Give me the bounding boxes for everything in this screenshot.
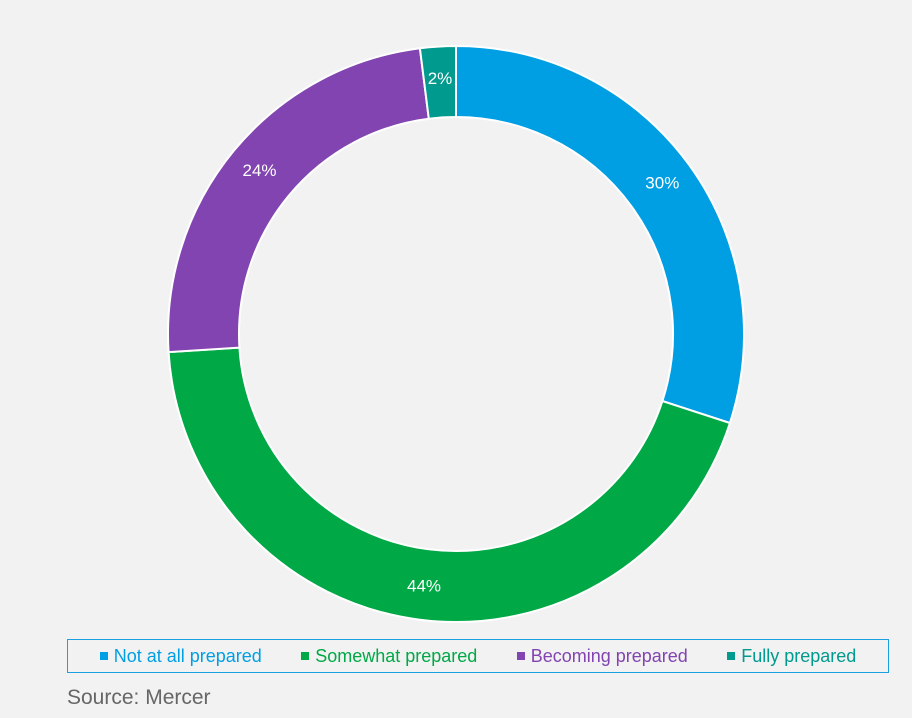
source-note: Source: Mercer [67,686,211,709]
legend-swatch [516,652,525,660]
legend-swatch [99,652,108,660]
legend-label: Not at all prepared [113,645,262,666]
donut-chart: 30% 44% 24% 2% [167,44,745,623]
donut-slice-not-at-all-prepared [455,44,745,425]
slice-value-label: 30% [645,174,679,193]
chart-legend: Not at all prepared Somewhat prepared Be… [67,639,889,673]
legend-label: Fully prepared [741,645,857,666]
legend-swatch [727,652,736,660]
slice-value-label: 24% [243,161,277,180]
legend-swatch [301,652,310,660]
legend-item-not-at-all-prepared: Not at all prepared [99,645,262,667]
legend-item-somewhat-prepared: Somewhat prepared [301,646,477,667]
donut-slice-somewhat-prepared [167,346,732,623]
donut-slice-becoming-prepared [167,47,430,354]
legend-label: Becoming prepared [530,645,688,666]
legend-item-fully-prepared: Fully prepared [727,646,856,667]
donut-slice-fully-prepared [418,44,457,120]
slice-value-label: 2% [428,69,453,88]
legend-label: Somewhat prepared [315,645,478,666]
legend-item-becoming-prepared: Becoming prepared [516,645,688,667]
slice-value-label: 44% [407,576,441,595]
